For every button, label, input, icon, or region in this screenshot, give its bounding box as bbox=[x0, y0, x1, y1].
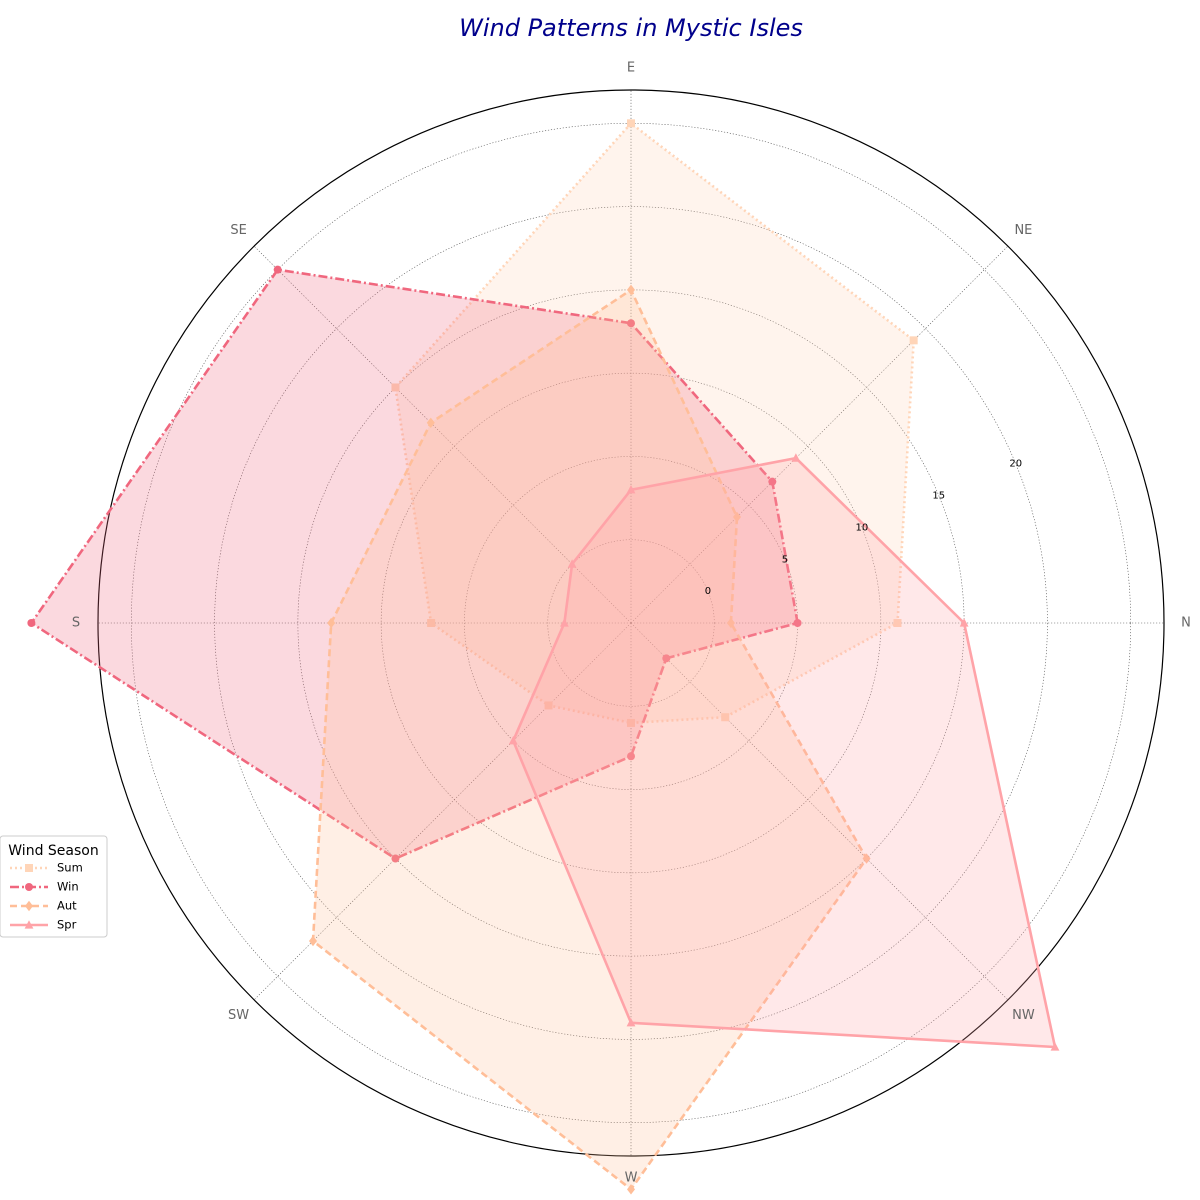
series-area-aut bbox=[313, 289, 867, 1190]
direction-label-se: SE bbox=[230, 223, 246, 238]
data-point-aut-n bbox=[726, 617, 735, 629]
data-point-win-s bbox=[27, 619, 36, 627]
legend-item-aut[interactable]: Aut bbox=[10, 899, 77, 913]
data-point-win-ne bbox=[768, 477, 777, 486]
data-point-sum-se bbox=[391, 383, 400, 392]
grid-spoke bbox=[630, 622, 1009, 1001]
data-point-spr-sw bbox=[508, 735, 518, 745]
data-point-spr-n bbox=[959, 618, 969, 627]
radial-tick-label: 0 bbox=[705, 586, 711, 597]
data-point-aut-sw bbox=[309, 935, 318, 947]
grid-spoke bbox=[253, 622, 632, 1001]
data-point-spr-se bbox=[567, 559, 577, 568]
data-point-spr-ne bbox=[791, 453, 801, 462]
series-win bbox=[27, 265, 802, 863]
data-point-sum-w bbox=[627, 718, 635, 727]
chart-title: Wind Patterns in Mystic Isles bbox=[459, 14, 803, 42]
data-point-sum-s bbox=[427, 619, 436, 627]
data-point-spr-e bbox=[626, 484, 636, 494]
data-point-sum-ne bbox=[909, 336, 918, 345]
direction-label-w: W bbox=[625, 1171, 638, 1186]
series-area-sum bbox=[395, 123, 914, 723]
data-point-win-e bbox=[627, 319, 635, 328]
data-point-spr-nw bbox=[1050, 1042, 1060, 1051]
legend-marker-sum bbox=[25, 864, 33, 872]
direction-label-s: S bbox=[72, 616, 80, 631]
data-point-aut-s bbox=[327, 617, 336, 629]
data-point-spr-w bbox=[626, 1017, 636, 1027]
radar-grid bbox=[97, 89, 1165, 1157]
data-point-win-w bbox=[627, 752, 635, 761]
data-point-win-nw bbox=[662, 654, 671, 663]
grid-ring bbox=[547, 539, 715, 707]
legend-item-spr[interactable]: Spr bbox=[10, 918, 77, 932]
direction-label-nw: NW bbox=[1012, 1008, 1035, 1023]
legend-label: Aut bbox=[57, 899, 77, 913]
direction-label-n: N bbox=[1181, 616, 1191, 631]
grid-ring bbox=[131, 123, 1131, 1123]
data-point-aut-se bbox=[426, 417, 435, 428]
outer-ring bbox=[97, 89, 1165, 1157]
legend-label: Sum bbox=[57, 861, 83, 875]
axis-labels: N NE E SE S SW W NW 0 5 10 15 20 bbox=[72, 61, 1191, 1186]
radial-tick-label: 10 bbox=[855, 522, 868, 533]
data-point-win-n bbox=[793, 619, 802, 627]
legend-label: Win bbox=[57, 880, 79, 894]
direction-label-sw: SW bbox=[228, 1008, 249, 1023]
legend-item-sum[interactable]: Sum bbox=[10, 861, 83, 875]
grid-spoke bbox=[253, 245, 632, 624]
series-layer bbox=[27, 119, 1060, 1195]
legend-marker-spr bbox=[24, 920, 34, 929]
legend[interactable]: Wind Season Sum Win Aut Spr bbox=[0, 835, 108, 938]
data-point-sum-e bbox=[627, 119, 635, 128]
data-point-spr-s bbox=[559, 618, 569, 627]
radial-tick-label: 15 bbox=[932, 491, 945, 502]
data-point-win-sw bbox=[391, 854, 400, 863]
series-area-spr bbox=[513, 458, 1055, 1048]
data-point-sum-nw bbox=[721, 713, 730, 722]
radial-tick-label: 5 bbox=[782, 554, 788, 565]
legend-item-win[interactable]: Win bbox=[10, 880, 79, 894]
legend-frame bbox=[0, 835, 108, 938]
data-point-win-se bbox=[273, 265, 282, 274]
series-spr bbox=[508, 453, 1060, 1051]
data-point-aut-nw bbox=[862, 853, 871, 864]
radial-tick-label: 20 bbox=[1009, 459, 1022, 470]
data-point-aut-w bbox=[627, 1184, 635, 1195]
legend-label: Spr bbox=[57, 918, 77, 932]
data-point-sum-n bbox=[893, 619, 902, 627]
series-area-win bbox=[31, 269, 798, 859]
legend-marker-aut bbox=[25, 900, 33, 912]
direction-label-ne: NE bbox=[1014, 223, 1032, 238]
legend-marker-win bbox=[25, 883, 33, 891]
direction-label-e: E bbox=[627, 61, 635, 76]
data-point-aut-ne bbox=[732, 511, 741, 523]
data-point-aut-e bbox=[627, 284, 635, 296]
grid-spoke bbox=[630, 245, 1009, 624]
legend-title: Wind Season bbox=[8, 843, 98, 859]
grid-ring bbox=[214, 206, 1048, 1040]
series-aut bbox=[309, 284, 871, 1195]
series-sum bbox=[391, 119, 918, 727]
data-point-sum-sw bbox=[544, 701, 553, 710]
